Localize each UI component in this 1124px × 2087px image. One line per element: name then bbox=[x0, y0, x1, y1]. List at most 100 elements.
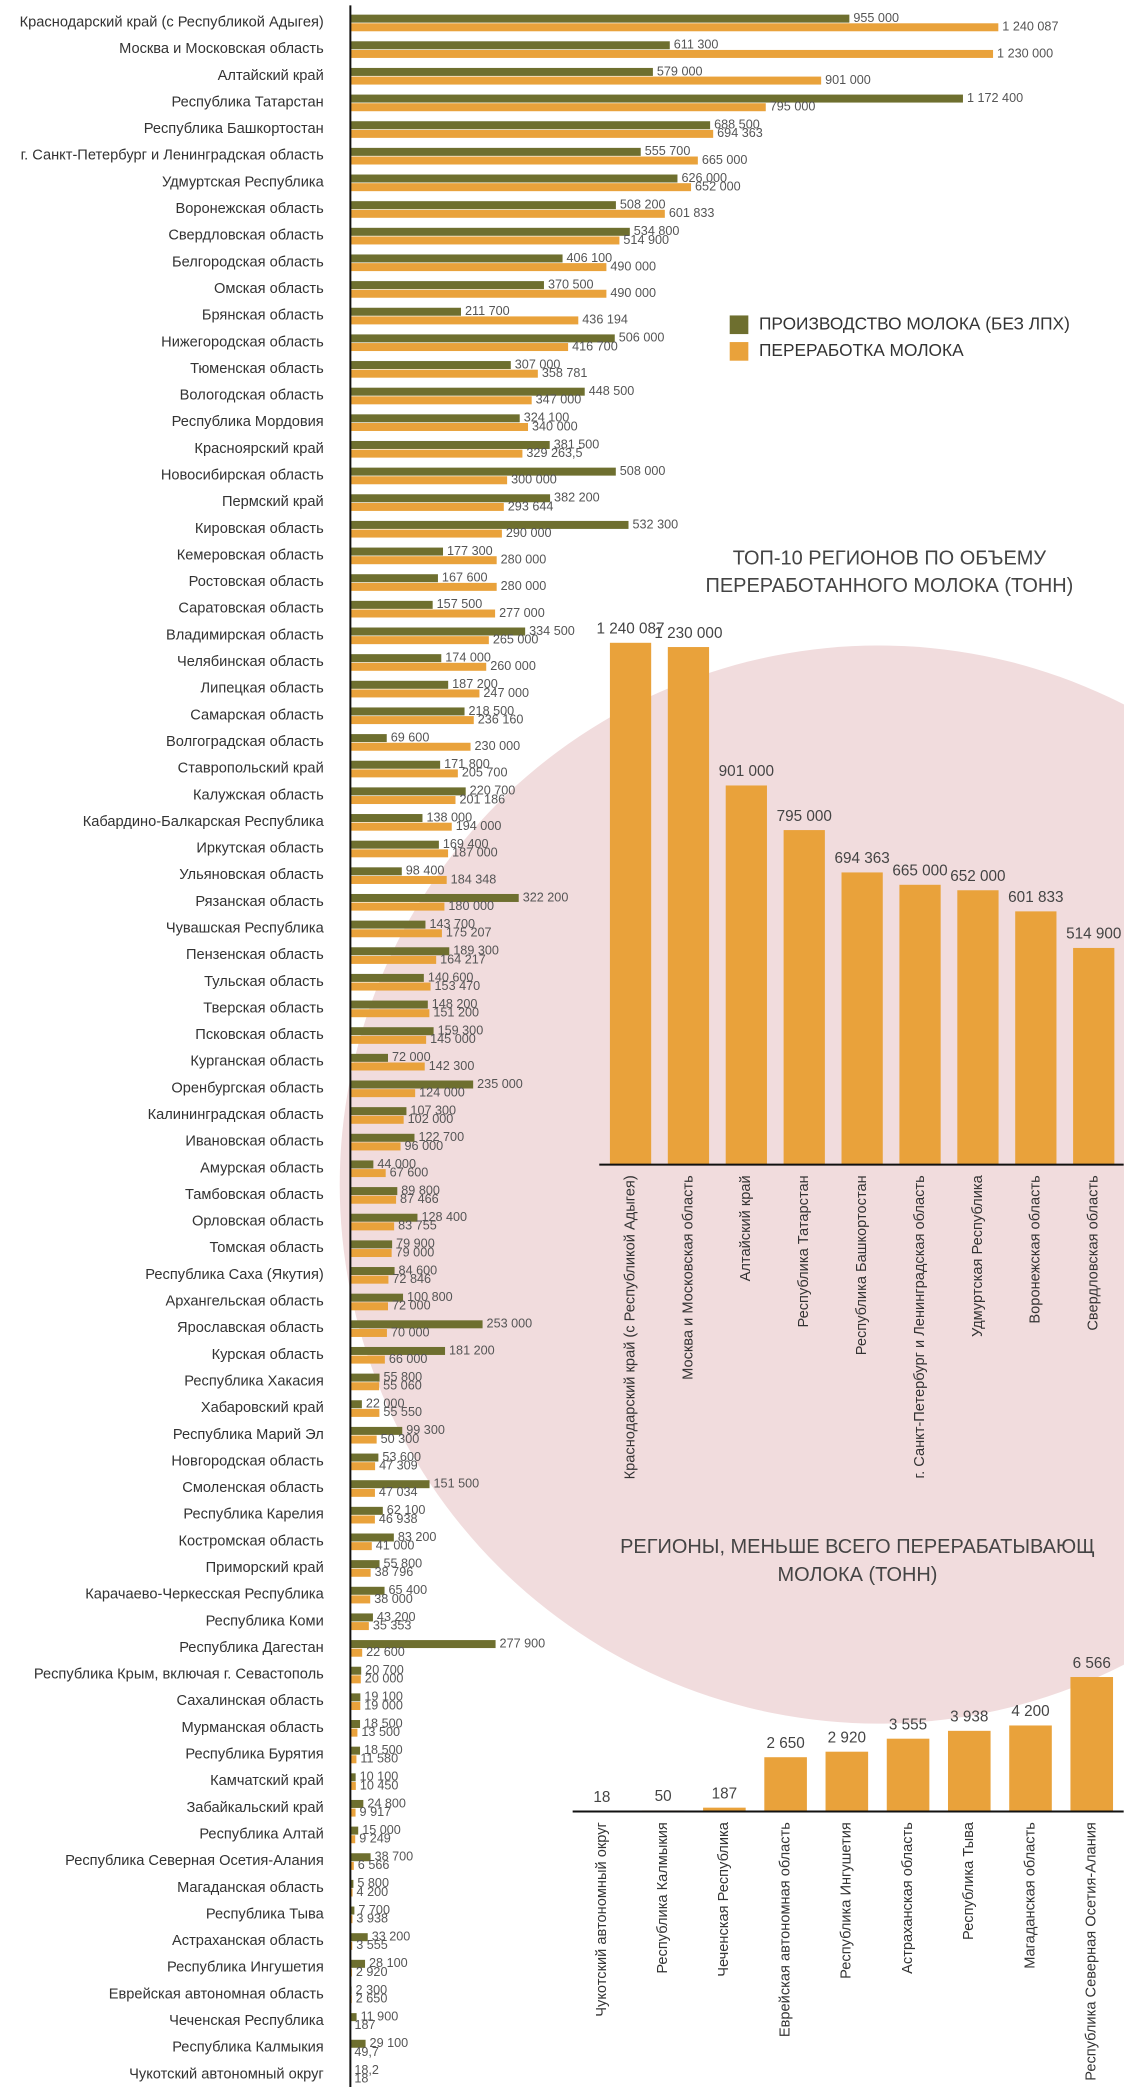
value-label: 506 000 bbox=[619, 331, 665, 345]
bar bbox=[350, 1249, 392, 1258]
bar bbox=[350, 1328, 387, 1337]
bar bbox=[350, 814, 423, 823]
bar bbox=[350, 307, 461, 316]
bar bbox=[350, 849, 449, 858]
value-label: 102 000 bbox=[408, 1112, 454, 1126]
category-label: Калининградская область bbox=[148, 1107, 324, 1123]
value-label: 99 300 bbox=[406, 1423, 445, 1437]
value-label: 436 194 bbox=[582, 313, 628, 327]
bar bbox=[350, 840, 439, 849]
bar bbox=[350, 76, 822, 85]
value-label: 47 034 bbox=[379, 1485, 418, 1499]
bar bbox=[1015, 911, 1057, 1165]
category-label: Сахалинская область bbox=[177, 1693, 325, 1709]
bar bbox=[725, 785, 767, 1165]
value-label: 38 796 bbox=[375, 1565, 414, 1579]
legend-label: ПРОИЗВОДСТВО МОЛОКА (БЕЗ ЛПХ) bbox=[759, 313, 1070, 333]
value-label: 3 555 bbox=[889, 1716, 927, 1733]
value-label: 38 000 bbox=[374, 1592, 413, 1606]
bar bbox=[350, 867, 402, 876]
bar bbox=[350, 1720, 361, 1729]
bar bbox=[350, 1302, 388, 1311]
value-label: 72 000 bbox=[392, 1299, 431, 1313]
value-label: 9 249 bbox=[359, 1832, 391, 1846]
bar bbox=[350, 494, 551, 503]
category-label: Красноярский край bbox=[194, 441, 323, 457]
category-label: Магаданская область bbox=[177, 1880, 324, 1896]
bar bbox=[350, 236, 620, 245]
value-label: 508 000 bbox=[620, 464, 666, 478]
value-label: 29 100 bbox=[370, 2036, 409, 2050]
bar bbox=[350, 1560, 380, 1569]
category-label: Республика Тыва bbox=[961, 1821, 977, 1940]
bar bbox=[667, 647, 710, 1165]
value-label: 5 800 bbox=[357, 1876, 389, 1890]
value-label: 555 700 bbox=[645, 144, 691, 158]
value-label: 230 000 bbox=[475, 739, 521, 753]
bar bbox=[350, 414, 520, 423]
category-label: Карачаево-Черкесская Республика bbox=[85, 1587, 324, 1603]
bar bbox=[350, 982, 431, 991]
bar bbox=[350, 760, 441, 769]
bar bbox=[350, 449, 523, 458]
value-label: 128 400 bbox=[421, 1210, 467, 1224]
category-label: Республика Ингушетия bbox=[167, 1960, 324, 1976]
value-label: 260 000 bbox=[490, 659, 536, 673]
bar bbox=[350, 227, 630, 236]
value-label: 55 060 bbox=[383, 1379, 422, 1393]
bar bbox=[350, 1453, 379, 1462]
category-label: Калужская область bbox=[193, 787, 324, 803]
bar bbox=[350, 1826, 359, 1835]
value-label: 79 000 bbox=[396, 1245, 435, 1259]
bar bbox=[350, 929, 442, 938]
value-label: 6 566 bbox=[1073, 1655, 1111, 1672]
value-label: 665 000 bbox=[892, 863, 947, 880]
value-label: 44 000 bbox=[377, 1157, 416, 1171]
category-label: Алтайский край bbox=[738, 1175, 754, 1281]
category-label: Амурская область bbox=[200, 1160, 324, 1176]
value-label: 148 200 bbox=[432, 997, 478, 1011]
value-label: 2 300 bbox=[356, 1983, 388, 1997]
value-label: 280 000 bbox=[501, 553, 547, 567]
bar bbox=[350, 707, 465, 716]
bar bbox=[1073, 947, 1115, 1165]
bar bbox=[350, 1959, 366, 1968]
value-label: 11 580 bbox=[360, 1752, 398, 1766]
bar bbox=[350, 822, 452, 831]
category-label: Новосибирская область bbox=[161, 467, 324, 483]
value-label: 236 160 bbox=[478, 712, 524, 726]
value-label: 220 700 bbox=[470, 784, 516, 798]
value-label: 53 600 bbox=[382, 1450, 421, 1464]
value-label: 43 200 bbox=[377, 1610, 416, 1624]
value-label: 2 650 bbox=[356, 1991, 388, 2005]
category-label: Томская область bbox=[209, 1240, 324, 1256]
value-label: 187 bbox=[712, 1785, 738, 1802]
category-label: Липецкая область bbox=[201, 681, 325, 697]
bar bbox=[350, 1702, 361, 1711]
value-label: 2 920 bbox=[828, 1729, 866, 1746]
bar bbox=[350, 1799, 364, 1808]
bar bbox=[350, 1568, 371, 1577]
bar bbox=[350, 334, 615, 343]
category-label: Свердловская область bbox=[1086, 1175, 1102, 1331]
bar bbox=[350, 209, 665, 218]
bar bbox=[350, 1142, 401, 1151]
category-label: Пермский край bbox=[222, 494, 324, 510]
value-label: 601 833 bbox=[1008, 889, 1063, 906]
value-label: 143 700 bbox=[429, 917, 475, 931]
value-label: 322 200 bbox=[523, 890, 569, 904]
value-label: 22 600 bbox=[366, 1645, 405, 1659]
bar bbox=[350, 440, 550, 449]
bar bbox=[350, 1933, 368, 1942]
category-label: Чеченская Республика bbox=[169, 2013, 324, 2029]
value-label: 514 900 bbox=[1066, 926, 1121, 943]
value-label: 157 500 bbox=[437, 597, 483, 611]
bar bbox=[841, 872, 883, 1165]
category-label: Иркутская область bbox=[196, 841, 324, 857]
value-label: 290 000 bbox=[506, 526, 552, 540]
category-label: Кабардино-Балкарская Республика bbox=[83, 814, 325, 830]
bar bbox=[350, 1027, 434, 1036]
bar bbox=[350, 1160, 374, 1169]
value-label: 300 000 bbox=[511, 473, 557, 487]
